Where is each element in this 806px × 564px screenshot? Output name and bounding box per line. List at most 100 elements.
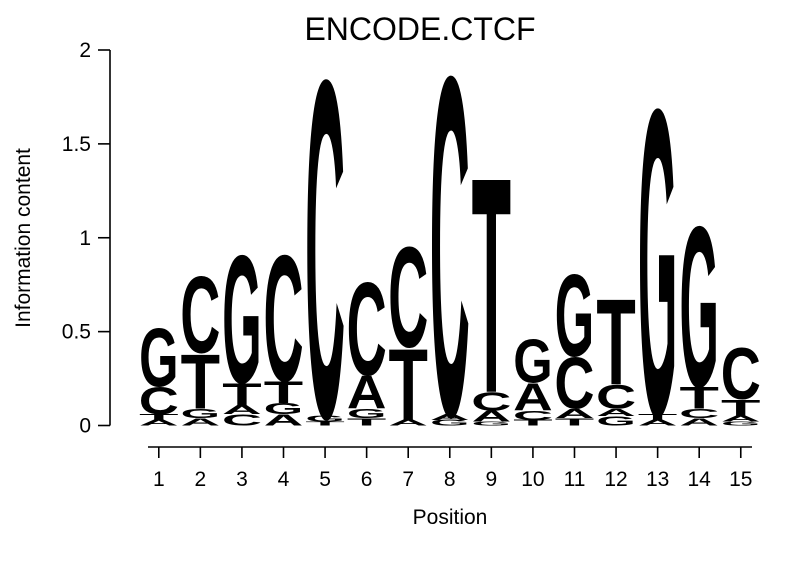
logo-letter-G: G xyxy=(181,406,220,420)
logo-letter-A: A xyxy=(181,416,221,428)
logo-letter-T: T xyxy=(139,413,178,422)
y-tick-label: 2 xyxy=(79,39,91,62)
y-tick-label: 1 xyxy=(79,227,91,250)
y-axis: 0 0.5 1 1.5 2 Information content xyxy=(12,39,111,438)
logo-letter-C: C xyxy=(222,411,262,429)
x-tick-label: 7 xyxy=(402,468,414,491)
logo-letter-A: A xyxy=(430,413,470,422)
logo-letter-A: A xyxy=(513,376,553,420)
logo-letter-G: G xyxy=(305,415,344,424)
logo-letter-T: T xyxy=(264,375,303,410)
x-tick-label: 4 xyxy=(278,468,290,491)
x-tick-label: 10 xyxy=(521,468,544,491)
logo-letter-A: A xyxy=(555,407,595,421)
x-axis-label: Position xyxy=(413,506,488,529)
y-tick-label: 0.5 xyxy=(62,321,91,344)
logo-column-8: GAC xyxy=(430,0,470,518)
logo-letter-C: C xyxy=(388,219,428,379)
logo-column-5: TGC xyxy=(305,0,345,519)
logo-letter-T: T xyxy=(638,413,677,422)
x-tick-label: 11 xyxy=(564,468,586,491)
x-tick-label: 13 xyxy=(646,468,669,491)
x-tick-label: 9 xyxy=(486,468,498,491)
logo-letter-A: A xyxy=(264,412,304,429)
logo-letter-A: A xyxy=(347,366,387,418)
logo-column-7: ATC xyxy=(388,219,428,443)
logo-letter-G: G xyxy=(472,421,511,427)
logo-letter-G: G xyxy=(680,180,719,435)
x-tick-label: 14 xyxy=(688,468,712,491)
logo-letter-C: C xyxy=(471,388,511,417)
logo-letter-C: C xyxy=(596,378,636,416)
logo-letter-C: C xyxy=(263,218,303,419)
x-tick-label: 6 xyxy=(361,468,373,491)
logo-letter-A: A xyxy=(679,416,719,428)
x-tick-label: 15 xyxy=(729,468,752,491)
logo-letter-A: A xyxy=(388,419,428,428)
logo-letter-A: A xyxy=(638,419,678,428)
logo-letter-G: G xyxy=(596,414,635,428)
logo-column-13: ATG xyxy=(638,19,678,508)
y-ticks: 0 0.5 1 1.5 2 xyxy=(62,39,110,438)
logo-letter-A: A xyxy=(472,408,512,425)
logo-letter-G: G xyxy=(264,400,303,418)
logo-letter-T: T xyxy=(222,376,261,411)
x-axis: 1 2 3 4 5 6 7 8 9 10 11 12 13 14 15 Position xyxy=(148,446,752,529)
logo-letter-T: T xyxy=(513,418,552,427)
x-tick-label: 12 xyxy=(604,468,627,491)
logo-letter-C: C xyxy=(305,0,345,519)
logo-letter-C: C xyxy=(139,380,179,423)
y-axis-label: Information content xyxy=(12,148,35,328)
y-tick-label: 1.5 xyxy=(62,133,91,156)
logo-letter-T: T xyxy=(679,380,718,415)
x-tick-label: 3 xyxy=(236,468,248,491)
logo-letter-T: T xyxy=(721,395,761,421)
logo-letter-G: G xyxy=(555,251,594,382)
logo-letter-T: T xyxy=(596,273,635,411)
logo-letter-C: C xyxy=(721,333,761,415)
logo-letter-T: T xyxy=(305,421,344,427)
logo-letter-C: C xyxy=(430,0,470,518)
x-tick-label: 8 xyxy=(444,468,456,491)
logo-letter-C: C xyxy=(513,408,553,423)
logo-letter-T: T xyxy=(181,339,221,426)
logo-letter-C: C xyxy=(679,406,719,421)
logo-letter-G: G xyxy=(222,219,261,422)
x-ticks: 1 2 3 4 5 6 7 8 9 10 11 12 13 14 15 xyxy=(153,447,752,491)
logo-letter-C: C xyxy=(554,342,594,424)
logo-letter-T: T xyxy=(555,416,594,428)
logo-letter-G: G xyxy=(721,421,760,427)
logo-letter-C: C xyxy=(180,254,220,376)
logo-letter-G: G xyxy=(347,406,386,420)
chart-title: ENCODE.CTCF xyxy=(304,11,535,47)
x-tick-label: 1 xyxy=(153,468,165,491)
logo-letter-G: G xyxy=(513,326,552,396)
logo-letter-A: A xyxy=(139,419,179,428)
logo-letter-G: G xyxy=(638,19,677,508)
x-tick-label: 5 xyxy=(319,468,331,491)
logo-letter-T: T xyxy=(347,416,386,428)
logo-letter-A: A xyxy=(596,407,636,419)
logo-letter-G: G xyxy=(139,311,178,404)
logo-letter-T: T xyxy=(472,115,511,458)
logo-letter-T: T xyxy=(388,329,427,442)
x-tick-label: 2 xyxy=(195,468,207,491)
logo-letter-A: A xyxy=(721,415,761,424)
y-tick-label: 0 xyxy=(79,415,91,438)
logo-letter-G: G xyxy=(430,418,469,427)
logo-letter-A: A xyxy=(222,403,262,417)
